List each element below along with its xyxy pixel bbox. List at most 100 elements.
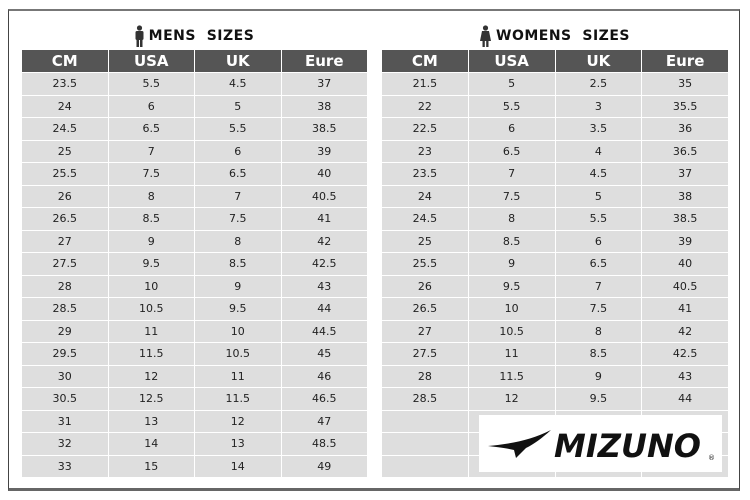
table-cell: 42.5 bbox=[641, 342, 729, 366]
table-cell: 44.5 bbox=[280, 319, 368, 343]
table-cell: 37 bbox=[641, 162, 729, 186]
table-cell: 6 bbox=[467, 117, 556, 141]
table-cell: 44 bbox=[280, 297, 368, 321]
table-cell: 7.5 bbox=[467, 184, 556, 208]
table-row: 24 6 5 38 bbox=[21, 94, 368, 118]
table-cell: 8 bbox=[467, 207, 556, 231]
table-cell: 14 bbox=[107, 432, 195, 456]
table-cell: 28 bbox=[21, 274, 109, 298]
table-cell: 9 bbox=[554, 364, 643, 388]
column-header: UK bbox=[194, 50, 282, 73]
table-cell: 8 bbox=[194, 229, 282, 253]
table-cell: 39 bbox=[641, 229, 729, 253]
table-row: 28 10 9 43 bbox=[21, 274, 368, 298]
table-cell: 9 bbox=[467, 252, 556, 276]
table-cell: 9.5 bbox=[194, 297, 282, 321]
table-cell: 25.5 bbox=[381, 252, 469, 276]
table-cell: 36.5 bbox=[641, 139, 729, 163]
table-cell: 23.5 bbox=[21, 72, 109, 96]
table-cell: 35.5 bbox=[641, 94, 729, 118]
table-row: 27.5 11 8.5 42.5 bbox=[381, 342, 729, 366]
table-cell: 35 bbox=[641, 72, 729, 96]
header-row: CM USA UK Eure bbox=[21, 50, 368, 73]
table-cell: 31 bbox=[21, 409, 109, 433]
womens-section: WOMENS SIZES CM USA UK Eure 21.5 5 2.5 35 22 5.5 3… bbox=[381, 22, 729, 478]
table-cell: 8.5 bbox=[554, 342, 643, 366]
mizuno-logo: MIZUNO ® bbox=[479, 415, 722, 472]
table-cell: 32 bbox=[21, 432, 109, 456]
column-header: CM bbox=[21, 50, 109, 73]
table-cell: 43 bbox=[280, 274, 368, 298]
table-cell: 25.5 bbox=[21, 162, 109, 186]
table-cell: 12 bbox=[467, 387, 556, 411]
table-row: 24 7.5 5 38 bbox=[381, 184, 729, 208]
column-header: CM bbox=[381, 50, 469, 73]
table-row: 25.5 9 6.5 40 bbox=[381, 252, 729, 276]
table-row: 32 14 13 48.5 bbox=[21, 432, 368, 456]
table-cell: 27 bbox=[21, 229, 109, 253]
table-cell: 7.5 bbox=[554, 297, 643, 321]
column-header: USA bbox=[467, 50, 556, 73]
table-cell: 38 bbox=[641, 184, 729, 208]
table-cell: 24.5 bbox=[21, 117, 109, 141]
table-cell: 3 bbox=[554, 94, 643, 118]
column-header: Eure bbox=[280, 50, 368, 73]
table-cell: 46 bbox=[280, 364, 368, 388]
table-cell: 9.5 bbox=[554, 387, 643, 411]
table-cell: 27.5 bbox=[381, 342, 469, 366]
table-cell: 10.5 bbox=[467, 319, 556, 343]
table-cell: 11.5 bbox=[467, 364, 556, 388]
table-row: 30 12 11 46 bbox=[21, 364, 368, 388]
table-row: 27 10.5 8 42 bbox=[381, 319, 729, 343]
table-row: 22 5.5 3 35.5 bbox=[381, 94, 729, 118]
table-cell: 7.5 bbox=[194, 207, 282, 231]
table-cell: 8.5 bbox=[467, 229, 556, 253]
table-cell: 8.5 bbox=[194, 252, 282, 276]
table-cell: 40 bbox=[641, 252, 729, 276]
table-cell: 9 bbox=[194, 274, 282, 298]
table-cell: 9.5 bbox=[107, 252, 195, 276]
table-cell: 42.5 bbox=[280, 252, 368, 276]
table-cell: 38.5 bbox=[641, 207, 729, 231]
mizuno-runbird-logo: MIZUNO ® bbox=[487, 427, 715, 464]
table-row: 28 11.5 9 43 bbox=[381, 364, 729, 388]
table-cell: 8 bbox=[554, 319, 643, 343]
table-cell: 5 bbox=[467, 72, 556, 96]
table-cell: 10 bbox=[107, 274, 195, 298]
table-row: 27 9 8 42 bbox=[21, 229, 368, 253]
table-row: 26 8 7 40.5 bbox=[21, 184, 368, 208]
table-cell: 26 bbox=[21, 184, 109, 208]
table-cell: 40 bbox=[280, 162, 368, 186]
table-cell: 49 bbox=[280, 454, 368, 478]
table-cell: 10.5 bbox=[107, 297, 195, 321]
table-cell: 7 bbox=[554, 274, 643, 298]
table-cell: 26.5 bbox=[21, 207, 109, 231]
table-cell: 38 bbox=[280, 94, 368, 118]
table-cell: 5 bbox=[194, 94, 282, 118]
table-cell: 6.5 bbox=[194, 162, 282, 186]
table-cell: 25 bbox=[21, 139, 109, 163]
table-cell bbox=[381, 432, 469, 456]
table-row: 28.5 12 9.5 44 bbox=[381, 387, 729, 411]
table-row: 29.5 11.5 10.5 45 bbox=[21, 342, 368, 366]
table-cell: 24.5 bbox=[381, 207, 469, 231]
table-cell: 45 bbox=[280, 342, 368, 366]
table-row: 22.5 6 3.5 36 bbox=[381, 117, 729, 141]
table-cell: 39 bbox=[280, 139, 368, 163]
table-cell: 6.5 bbox=[107, 117, 195, 141]
table-cell: 41 bbox=[641, 297, 729, 321]
table-row: 26.5 10 7.5 41 bbox=[381, 297, 729, 321]
table-cell: 12.5 bbox=[107, 387, 195, 411]
table-cell: 28 bbox=[381, 364, 469, 388]
table-cell: 5.5 bbox=[194, 117, 282, 141]
table-cell: 6 bbox=[107, 94, 195, 118]
table-cell: 26 bbox=[381, 274, 469, 298]
table-cell: 40.5 bbox=[641, 274, 729, 298]
table-cell: 28.5 bbox=[21, 297, 109, 321]
table-cell: 9 bbox=[107, 229, 195, 253]
womens-size-table: CM USA UK Eure 21.5 5 2.5 35 22 5.5 3 35.5 22.5 6 3.5 3… bbox=[381, 50, 729, 478]
table-cell: 10 bbox=[467, 297, 556, 321]
svg-text:MIZUNO: MIZUNO bbox=[554, 427, 701, 464]
table-cell: 24 bbox=[21, 94, 109, 118]
table-cell: 11 bbox=[194, 364, 282, 388]
